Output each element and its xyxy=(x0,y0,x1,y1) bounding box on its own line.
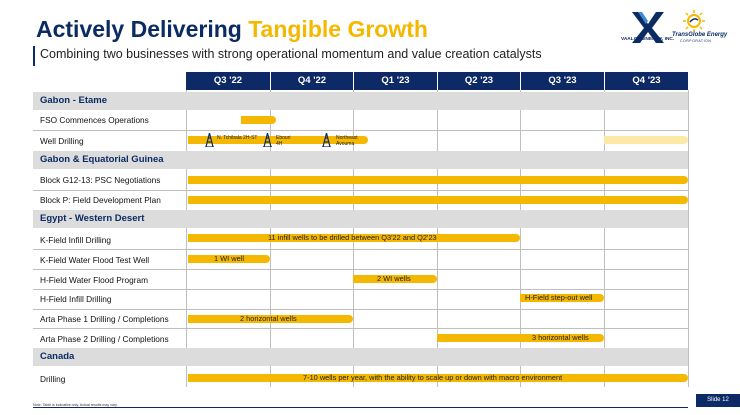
row-label-block-g12: Block G12-13: PSC Negotiations xyxy=(40,175,161,185)
drilling-rig-icon xyxy=(205,133,214,147)
bar-label-h-field-water-flood: 2 WI wells xyxy=(377,274,411,283)
section-egypt: Egypt - Western Desert xyxy=(33,210,688,228)
quarter-q3-22: Q3 '22 xyxy=(213,75,243,86)
row-divider xyxy=(33,328,688,329)
section-label: Gabon & Equatorial Guinea xyxy=(40,154,164,165)
quarter-q4-22: Q4 '22 xyxy=(270,72,353,90)
gantt-bar-arta-phase-2 xyxy=(437,334,604,342)
grid-vline xyxy=(186,90,187,387)
title-highlight: Tangible Growth xyxy=(248,16,428,42)
grid-vline xyxy=(688,90,689,387)
gantt-bar-fso xyxy=(241,116,276,124)
gantt-bar-block-p xyxy=(188,196,688,204)
page-subtitle: Combining two businesses with strong ope… xyxy=(40,47,542,61)
gantt-bar-well-drilling xyxy=(188,136,368,144)
footnote: Note: Table is indicative only. Actual r… xyxy=(33,403,118,407)
vaalco-logo-icon xyxy=(632,12,664,43)
gantt-bar-canada-drilling xyxy=(188,374,688,382)
bar-label-arta-phase-2: 3 horizontal wells xyxy=(532,333,589,342)
row-divider xyxy=(33,269,688,270)
quarter-q1-23: Q1 '23 xyxy=(353,72,437,90)
section-canada: Canada xyxy=(33,348,688,366)
quarter-q4-23: Q4 '23 xyxy=(604,72,688,90)
row-label-k-field-water-flood: K-Field Water Flood Test Well xyxy=(40,255,150,265)
grid-vline xyxy=(520,90,521,387)
bar-label-h-field-infill: H-Field step-out well xyxy=(525,293,593,302)
gantt-bar-block-g12 xyxy=(188,176,688,184)
slide-number-badge: Slide 12 xyxy=(696,394,740,407)
well-label-n-tchibala: N. Tchibala 2H-ST xyxy=(217,135,258,141)
transglobe-logo-text: TransGlobe Energy xyxy=(672,32,728,38)
row-label-well-drilling: Well Drilling xyxy=(40,136,84,146)
row-divider xyxy=(33,309,688,310)
row-label-h-field-water-flood: H-Field Water Flood Program xyxy=(40,275,149,285)
section-gabon-eq-guinea: Gabon & Equatorial Guinea xyxy=(33,151,688,169)
section-label: Gabon - Etame xyxy=(40,95,108,106)
row-label-fso: FSO Commences Operations xyxy=(40,115,149,125)
row-label-block-p: Block P: Field Development Plan xyxy=(40,195,161,205)
vaalco-logo-text: VAALCO ENERGY, INC. xyxy=(621,37,675,42)
well-label-northeast-avouma: Northeast Avouma xyxy=(336,135,358,147)
section-label: Canada xyxy=(40,351,75,362)
gantt-bar-h-field-water-flood xyxy=(353,275,437,283)
footer-divider xyxy=(33,407,688,408)
bar-label-k-field-infill: 11 infill wells to be drilled between Q3… xyxy=(268,233,437,242)
subtitle-accent-bar xyxy=(33,46,35,66)
transglobe-logo-icon xyxy=(683,10,705,32)
bar-label-k-field-water-flood: 1 WI well xyxy=(214,254,244,263)
section-label: Egypt - Western Desert xyxy=(40,213,145,224)
gantt-bar-well-drilling-future xyxy=(604,136,688,144)
row-divider xyxy=(33,249,688,250)
grid-vline xyxy=(604,90,605,387)
bar-label-canada-drilling: 7-10 wells per year, with the ability to… xyxy=(303,373,563,382)
gantt-bar-k-field-water-flood xyxy=(188,255,270,263)
quarter-q2-23: Q2 '23 xyxy=(437,72,520,90)
drilling-rig-icon xyxy=(263,133,272,147)
row-divider xyxy=(33,130,688,131)
section-gabon-etame: Gabon - Etame xyxy=(33,92,688,110)
row-label-arta-phase-1: Arta Phase 1 Drilling / Completions xyxy=(40,314,169,324)
quarter-q3-23: Q3 '23 xyxy=(520,72,604,90)
bar-label-arta-phase-1: 2 horizontal wells xyxy=(240,314,297,323)
well-label-ebouri: Ebouri 4H xyxy=(276,135,291,147)
row-label-h-field-infill: H-Field Infill Drilling xyxy=(40,294,112,304)
gantt-bar-arta-phase-1 xyxy=(188,315,353,323)
drilling-rig-icon xyxy=(322,133,331,147)
quarter-header: Q3 '22 Q4 '22 Q1 '23 Q2 '23 Q3 '23 Q4 '2… xyxy=(186,72,688,90)
page-title: Actively Delivering Tangible Growth xyxy=(36,16,428,43)
title-main: Actively Delivering xyxy=(36,16,242,42)
row-label-k-field-infill: K-Field Infill Drilling xyxy=(40,235,112,245)
row-divider xyxy=(33,190,688,191)
row-label-canada-drilling: Drilling xyxy=(40,374,66,384)
row-divider xyxy=(33,289,688,290)
gantt-bar-h-field-infill xyxy=(520,294,604,302)
row-label-arta-phase-2: Arta Phase 2 Drilling / Completions xyxy=(40,334,169,344)
gantt-bar-k-field-infill xyxy=(188,234,520,242)
transglobe-logo-subtext: CORPORATION xyxy=(680,39,712,43)
